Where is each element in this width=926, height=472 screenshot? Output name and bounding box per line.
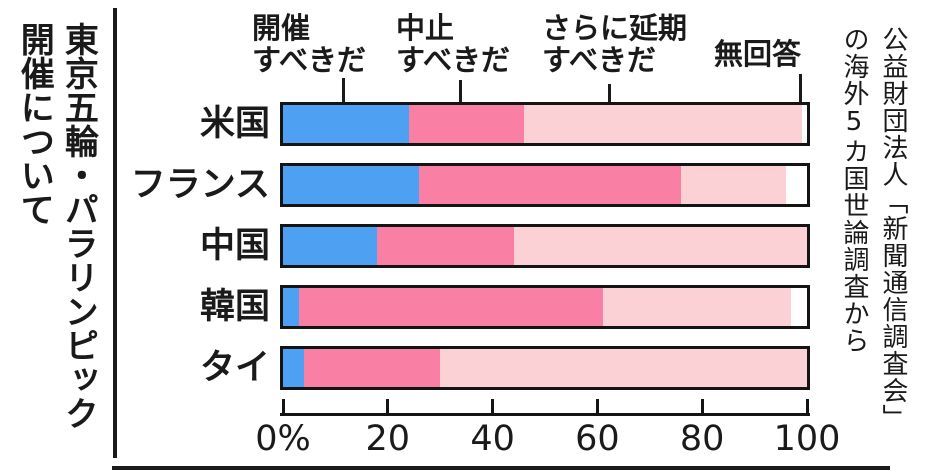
bottom-rule [112, 466, 890, 470]
axis-tick [805, 399, 809, 416]
bar-segment-hold [283, 288, 299, 326]
axis-tick [700, 399, 704, 416]
bar-segment-cancel [298, 288, 603, 326]
category-label: 米国 [199, 104, 270, 144]
category-label: フランス [130, 165, 270, 205]
axis-tick-label: 0% [255, 419, 311, 459]
category-label: タイ [199, 348, 270, 388]
legend-label-no-answer: 無回答 [714, 37, 802, 71]
category-label: 中国 [199, 226, 270, 266]
legend-label-postpone: さらに延期 すべきだ [542, 11, 688, 78]
axis-tick-label: 80 [679, 419, 725, 459]
x-axis: 0% 20 40 60 80 100 [255, 399, 840, 471]
bar-segment-hold [283, 166, 420, 204]
legend-callout-line-hold [342, 78, 345, 104]
title-divider-line [113, 8, 117, 458]
legend-callout-line-postpone [608, 84, 611, 104]
bar-segment-cancel [408, 105, 525, 143]
axis-tick-label: 40 [470, 419, 515, 459]
stacked-bar [280, 224, 810, 268]
bar-segment-postpone [602, 288, 792, 326]
bar-segment-postpone [513, 227, 807, 265]
legend-label-cancel: 中止 すべきだ [396, 11, 510, 78]
bar-segment-no-answer [801, 105, 807, 143]
bar-segment-hold [283, 349, 304, 387]
stacked-bar [280, 346, 810, 390]
legend-callout-line-no-answer [799, 74, 802, 104]
bar-segment-postpone [681, 166, 787, 204]
legend-callout-line-cancel [459, 80, 462, 104]
bar-segment-postpone [524, 105, 802, 143]
legend-label-hold: 開催 すべきだ [252, 11, 366, 78]
bar-segment-hold [283, 105, 409, 143]
bar-segment-postpone [440, 349, 807, 387]
bar-segment-cancel [377, 227, 514, 265]
bar-segment-cancel [419, 166, 682, 204]
bar-segment-hold [283, 227, 378, 265]
axis-tick [595, 399, 599, 416]
bar-segment-cancel [303, 349, 441, 387]
axis-tick-label: 60 [575, 419, 620, 459]
axis-tick-label: 100 [773, 419, 841, 459]
stacked-bar [280, 163, 810, 207]
category-label: 韓国 [199, 287, 270, 327]
axis-tick [281, 399, 285, 416]
axis-tick [491, 399, 495, 416]
chart-title: 東京五輪・パラリンピック 開催について [14, 22, 99, 430]
source-note: 公益財団法人「新聞通信調査会」 の海外5カ国世論調査から [839, 26, 908, 431]
bar-segment-no-answer [786, 166, 807, 204]
axis-tick-label: 20 [365, 419, 411, 459]
stacked-bar [280, 285, 810, 329]
axis-tick [386, 399, 390, 416]
bar-segment-no-answer [791, 288, 807, 326]
axis-line [280, 413, 810, 416]
stacked-bar [280, 102, 810, 146]
